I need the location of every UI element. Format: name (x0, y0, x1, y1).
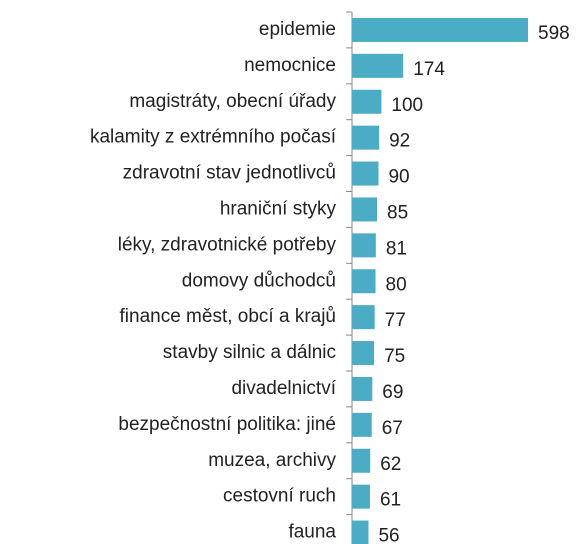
category-label: bezpečnostní politika: jiné (118, 414, 336, 435)
bar (352, 448, 371, 473)
value-label: 62 (380, 454, 401, 475)
bar (352, 89, 382, 114)
category-label: kalamity z extrémního počasí (90, 127, 337, 148)
category-label: fauna (288, 522, 336, 543)
value-label: 69 (382, 382, 403, 403)
category-label: nemocnice (244, 55, 336, 76)
value-label: 77 (385, 310, 406, 331)
bar (352, 269, 376, 294)
category-label: divadelnictví (231, 378, 336, 399)
value-label: 85 (387, 202, 408, 223)
value-label: 90 (388, 167, 409, 188)
category-label: zdravotní stav jednotlivců (123, 163, 336, 184)
bar (352, 233, 376, 258)
bar (352, 197, 378, 222)
value-label: 61 (380, 490, 401, 511)
bar (352, 484, 370, 509)
bar (352, 520, 369, 544)
value-label: 92 (389, 131, 410, 152)
value-label: 80 (386, 274, 407, 295)
category-label: hraniční styky (220, 198, 337, 219)
bar (352, 53, 404, 78)
category-label: domovy důchodců (182, 270, 336, 291)
value-label: 100 (391, 95, 423, 116)
value-label: 75 (384, 346, 405, 367)
category-label: magistráty, obecní úřady (129, 91, 336, 112)
category-label: epidemie (259, 19, 336, 40)
value-label: 56 (378, 526, 399, 544)
bar (352, 412, 372, 437)
category-label: léky, zdravotnické potřeby (118, 234, 337, 255)
bar (352, 341, 375, 366)
bar (352, 161, 379, 186)
value-label: 174 (413, 59, 445, 80)
bar (352, 305, 375, 330)
bar (352, 125, 380, 150)
value-label: 81 (386, 238, 407, 259)
bar (352, 17, 528, 42)
bar (352, 376, 373, 401)
category-label: muzea, archivy (208, 450, 336, 471)
value-label: 67 (382, 418, 403, 439)
value-label: 598 (538, 23, 570, 44)
category-label: cestovní ruch (223, 486, 336, 507)
category-label: stavby silnic a dálnic (163, 342, 336, 363)
category-label: finance měst, obcí a krajů (120, 306, 337, 327)
